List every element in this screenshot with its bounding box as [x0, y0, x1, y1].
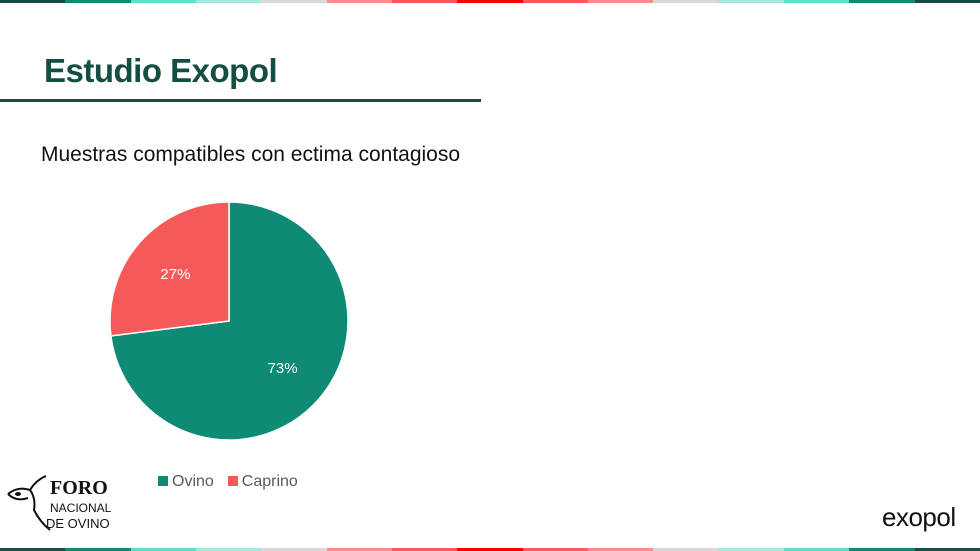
stripe-segment — [914, 0, 980, 3]
foro-nacional-de-ovino-logo: FORO NACIONAL DE OVINO — [7, 475, 112, 531]
chart-title: Muestras compatibles con ectima contagio… — [41, 143, 461, 166]
page-title: Estudio Exopol — [44, 52, 278, 89]
data-label: 27% — [160, 266, 190, 283]
legend-item-ovino: Ovino — [158, 473, 214, 491]
stripe-segment — [783, 548, 850, 551]
stripe-segment — [65, 0, 131, 3]
bottom-stripe — [0, 548, 980, 551]
stripe-segment — [783, 0, 850, 3]
stripe-segment — [457, 548, 523, 551]
stripe-segment — [653, 0, 719, 3]
stripe-segment — [522, 548, 588, 551]
stripe-segment — [391, 0, 458, 3]
legend-swatch — [158, 476, 168, 486]
stripe-segment — [0, 0, 66, 3]
stripe-segment — [65, 548, 131, 551]
stripe-segment — [261, 0, 327, 3]
stripe-segment — [914, 548, 980, 551]
title-underline — [0, 99, 481, 102]
legend-swatch — [227, 476, 238, 486]
top-stripe — [0, 0, 980, 3]
stripe-segment — [130, 548, 196, 551]
stripe-segment — [849, 548, 915, 551]
stripe-segment — [849, 0, 915, 3]
exopol-logo: exopol — [882, 502, 956, 532]
stripe-segment — [195, 0, 262, 3]
legend-item-caprino: Caprino — [227, 473, 298, 491]
stripe-segment — [261, 548, 327, 551]
svg-text:DE OVINO: DE OVINO — [46, 516, 110, 531]
pie-slice-caprino — [109, 201, 230, 337]
stripe-segment — [587, 548, 654, 551]
stripe-segment — [457, 0, 523, 3]
stripe-segment — [130, 0, 196, 3]
stripe-segment — [653, 548, 719, 551]
stripe-segment — [195, 548, 262, 551]
stripe-segment — [326, 548, 392, 551]
stripe-segment — [522, 0, 588, 3]
svg-text:NACIONAL: NACIONAL — [50, 501, 112, 515]
stripe-segment — [587, 0, 654, 3]
stripe-segment — [718, 0, 784, 3]
svg-text:FORO: FORO — [50, 477, 108, 499]
legend-label: Caprino — [241, 473, 298, 490]
data-label: 73% — [268, 360, 298, 377]
legend-label: Ovino — [172, 473, 214, 490]
stripe-segment — [391, 548, 458, 551]
stripe-segment — [0, 548, 66, 551]
stripe-segment — [326, 0, 392, 3]
legend: Ovino Caprino — [158, 473, 298, 491]
stripe-segment — [718, 548, 784, 551]
